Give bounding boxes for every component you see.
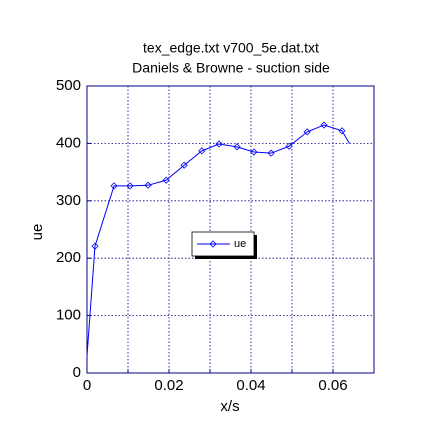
- marker: [110, 182, 118, 190]
- marker: [126, 182, 134, 190]
- y-tick-label: 200: [56, 249, 81, 266]
- x-tick-label: 0.06: [318, 377, 347, 394]
- plot-area: [87, 86, 374, 373]
- marker: [267, 149, 275, 157]
- y-tick-label: 400: [56, 134, 81, 151]
- chart-title: tex_edge.txt v700_5e.dat.txt: [143, 40, 319, 56]
- y-tick-label: 100: [56, 307, 81, 324]
- marker: [285, 142, 293, 150]
- marker: [198, 147, 206, 155]
- marker: [303, 128, 311, 136]
- y-tick-label: 500: [56, 77, 81, 94]
- line: [86, 124, 350, 356]
- marker: [162, 176, 170, 184]
- marker: [215, 140, 223, 148]
- marker: [338, 127, 346, 135]
- marker: [180, 161, 188, 169]
- chart-subtitle: Daniels & Browne - suction side: [132, 60, 330, 76]
- y-tick-label: 300: [56, 192, 81, 209]
- x-axis-label: x/s: [220, 398, 239, 415]
- x-tick-label: 0.02: [154, 377, 183, 394]
- marker: [320, 121, 328, 129]
- marker: [91, 242, 99, 250]
- y-tick-label: 0: [73, 364, 81, 381]
- marker: [250, 148, 258, 156]
- marker: [233, 143, 241, 151]
- marker: [144, 181, 152, 189]
- plot-frame: [86, 85, 375, 374]
- x-tick-label: 0.04: [236, 377, 265, 394]
- y-axis-label: ue: [29, 224, 46, 241]
- legend-marker: [209, 240, 217, 248]
- legend-label: ue: [234, 238, 246, 250]
- x-tick-label: 0: [83, 377, 91, 394]
